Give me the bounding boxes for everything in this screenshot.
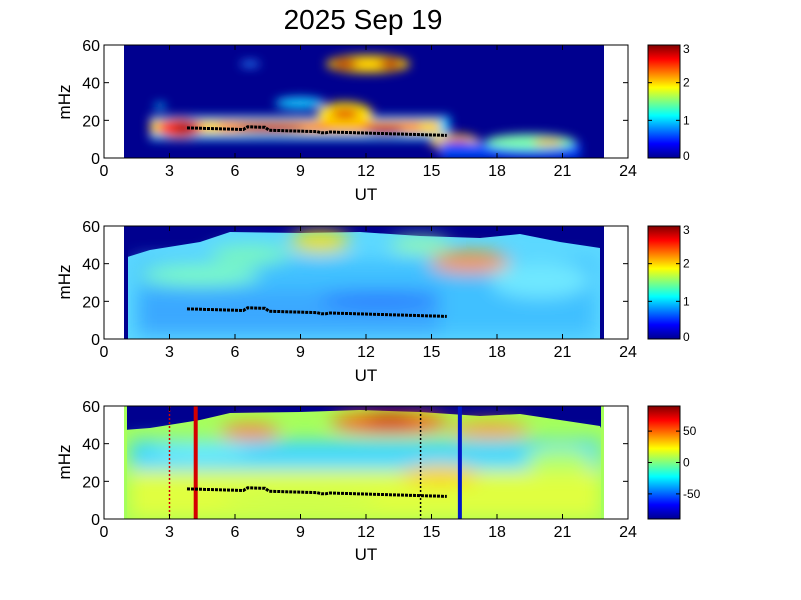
panel-3-colorbar-bar <box>647 405 681 520</box>
panel-2-xticks: 0 3 6 9 12 15 18 21 24 <box>100 226 637 361</box>
panel-3-xtick-label: 3 <box>165 524 174 541</box>
panel-3-right-gap <box>604 406 628 519</box>
panel-1-xtick-label: 24 <box>619 163 637 180</box>
panel-2-xtick-label: 6 <box>231 344 240 361</box>
panel-1-yticks: 0 20 40 60 <box>82 38 628 168</box>
panel-1-xtick-label: 18 <box>488 163 506 180</box>
panel-1-ytick-label: 40 <box>82 76 100 93</box>
panel-3-xtick-label: 0 <box>100 524 109 541</box>
panel-1-colorbar-tick-label: 0 <box>683 149 690 163</box>
panel-2-ytick-label: 40 <box>82 257 100 274</box>
panel-2-left-gap <box>104 226 124 339</box>
panel-3-colorbar-tick-label: -50 <box>683 487 701 501</box>
panel-3-ytick-label: 60 <box>82 399 100 416</box>
panel-3-ytick-label: 40 <box>82 437 100 454</box>
panel-3-trace <box>186 486 447 498</box>
panel-3-colorbar-tick-label: 0 <box>683 456 690 470</box>
panel-3-colorbar-ticks: -50 0 50 <box>648 424 701 501</box>
panel-1-xlabel: UT <box>355 185 378 204</box>
panel-2-xtick-label: 24 <box>619 344 637 361</box>
panel-2-ytick-label: 20 <box>82 294 100 311</box>
panel-2-xtick-label: 12 <box>357 344 375 361</box>
panel-3-xtick-label: 9 <box>296 524 305 541</box>
panel-1-xtick-label: 12 <box>357 163 375 180</box>
panel-1-colorbar-ticks: 0 1 2 3 <box>648 42 690 163</box>
panel-3-ytick-label: 20 <box>82 474 100 491</box>
panel-2-colorbar-tick-label: 3 <box>683 223 690 237</box>
panel-2-ytick-label: 0 <box>91 332 100 349</box>
panel-2-colorbar-bar <box>647 225 681 340</box>
panel-2-xtick-label: 18 <box>488 344 506 361</box>
panel-2-xtick-label: 3 <box>165 344 174 361</box>
panel-2-trace <box>186 306 447 318</box>
panel-3-colorbar: -50 0 50 <box>647 405 701 520</box>
panel-2-trace-line <box>186 306 447 318</box>
panel-2-ylabel: mHz <box>55 265 74 300</box>
panel-2-xtick-label: 21 <box>554 344 572 361</box>
panel-1-xtick-label: 0 <box>100 163 109 180</box>
panel-1-xticks: 0 3 6 9 12 15 18 21 24 <box>100 45 637 180</box>
panel-1-ytick-label: 0 <box>91 151 100 168</box>
panel-3: 0 3 6 9 12 15 18 21 24 0 20 40 60 UT mHz -50 0 50 <box>55 399 701 564</box>
panel-1-xtick-label: 15 <box>423 163 441 180</box>
panel-1-ytick-label: 20 <box>82 113 100 130</box>
panel-1-xtick-label: 3 <box>165 163 174 180</box>
panel-1-xtick-label: 6 <box>231 163 240 180</box>
panel-2-colorbar-tick-label: 2 <box>683 257 690 271</box>
panel-1-right-gap <box>604 45 628 158</box>
panel-1-ylabel: mHz <box>55 85 74 120</box>
panel-3-trace-line <box>186 486 447 498</box>
panel-3-xlabel: UT <box>355 545 378 564</box>
figure-title: 2025 Sep 19 <box>284 4 443 35</box>
panel-3-yticks: 0 20 40 60 <box>82 399 628 529</box>
panel-3-xtick-label: 6 <box>231 524 240 541</box>
panel-2-xtick-label: 15 <box>423 344 441 361</box>
panel-2-right-gap <box>604 226 628 339</box>
panel-3-xtick-label: 18 <box>488 524 506 541</box>
panel-1-ytick-label: 60 <box>82 38 100 55</box>
panel-1-colorbar-tick-label: 3 <box>683 42 690 56</box>
panel-1-left-gap <box>104 45 124 158</box>
panel-1-colorbar: 0 1 2 3 <box>647 42 690 163</box>
panel-1-xtick-label: 21 <box>554 163 572 180</box>
panel-2-colorbar-ticks: 0 1 2 3 <box>648 223 690 344</box>
panel-2-xtick-label: 9 <box>296 344 305 361</box>
panel-1-trace <box>186 125 447 137</box>
panel-2-heatmap <box>124 226 604 339</box>
panel-3-left-gap <box>104 406 124 519</box>
panel-2-colorbar-tick-label: 1 <box>683 294 690 308</box>
panel-3-xtick-label: 21 <box>554 524 572 541</box>
panel-2-colorbar-tick-label: 0 <box>683 330 690 344</box>
panel-2-colorbar: 0 1 2 3 <box>647 223 690 344</box>
panel-1-xtick-label: 9 <box>296 163 305 180</box>
panel-1-heatmap <box>124 45 604 158</box>
panel-3-ytick-label: 0 <box>91 512 100 529</box>
panel-3-colorbar-tick-label: 50 <box>683 424 697 438</box>
panel-2-xtick-label: 0 <box>100 344 109 361</box>
panel-1-colorbar-bar <box>647 44 681 159</box>
panel-3-markers <box>168 406 462 519</box>
panel-2-yticks: 0 20 40 60 <box>82 219 628 349</box>
panel-3-xticks: 0 3 6 9 12 15 18 21 24 <box>100 406 637 541</box>
panel-2-ytick-label: 60 <box>82 219 100 236</box>
panel-1-colorbar-tick-label: 2 <box>683 76 690 90</box>
panel-3-xtick-label: 24 <box>619 524 637 541</box>
panel-3-xtick-label: 12 <box>357 524 375 541</box>
panel-2-xlabel: UT <box>355 366 378 385</box>
panel-1-trace-line <box>186 125 447 137</box>
panel-3-ylabel: mHz <box>55 445 74 480</box>
panel-3-xtick-label: 15 <box>423 524 441 541</box>
panel-1-colorbar-tick-label: 1 <box>683 113 690 127</box>
